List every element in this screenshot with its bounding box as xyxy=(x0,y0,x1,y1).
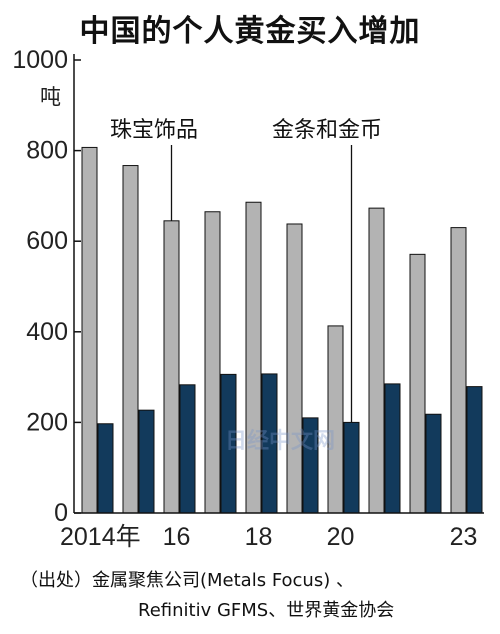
source-line-1: （出处）金属聚焦公司(Metals Focus) 、 xyxy=(20,570,354,591)
bar-coins xyxy=(466,386,483,514)
bar-coins xyxy=(425,413,442,514)
y-tick-label: 600 xyxy=(26,227,68,255)
bar-coins xyxy=(138,409,155,514)
bar-jewellery xyxy=(204,211,221,514)
x-tick-label: 18 xyxy=(245,523,273,551)
annotation-label: 金条和金币 xyxy=(272,118,382,143)
x-tick-label: 16 xyxy=(163,523,191,551)
bar-coins xyxy=(97,423,114,514)
annotation-label: 珠宝饰品 xyxy=(110,118,198,143)
y-tick-label: 800 xyxy=(26,137,68,165)
source-line-2: Refinitiv GFMS、世界黄金协会 xyxy=(138,600,395,621)
bar-jewellery xyxy=(122,165,139,514)
x-tick-label: 23 xyxy=(450,523,478,551)
y-tick-label: 0 xyxy=(54,499,68,527)
bar-jewellery xyxy=(450,227,467,514)
bar-jewellery xyxy=(327,325,344,514)
x-axis: 2014年 16 18 20 23 xyxy=(60,512,484,551)
y-tick-label: 400 xyxy=(26,318,68,346)
bar-jewellery xyxy=(409,253,426,514)
y-axis: 0 200 400 600 800 1000 xyxy=(12,46,81,527)
source-note: （出处）金属聚焦公司(Metals Focus) 、 Refinitiv GFM… xyxy=(20,566,490,626)
bar-jewellery xyxy=(368,207,385,514)
y-tick-label: 1000 xyxy=(12,46,68,74)
x-tick-label: 20 xyxy=(327,523,355,551)
y-tick-label: 200 xyxy=(26,408,68,436)
bar-jewellery xyxy=(286,223,303,514)
x-tick-label: 2014年 xyxy=(60,523,141,551)
bar-coins xyxy=(343,421,360,514)
watermark: 日经中文网 xyxy=(225,428,335,454)
unit-label: 吨 xyxy=(40,85,61,109)
bar-coins xyxy=(384,383,401,514)
bar-jewellery xyxy=(245,201,262,514)
bar-coins xyxy=(179,384,196,514)
bar-jewellery xyxy=(81,146,98,514)
bars xyxy=(81,146,483,514)
chart-title: 中国的个人黄金买入增加 xyxy=(79,14,421,49)
bar-jewellery xyxy=(163,220,180,514)
annotations: 珠宝饰品 金条和金币 xyxy=(110,118,382,423)
